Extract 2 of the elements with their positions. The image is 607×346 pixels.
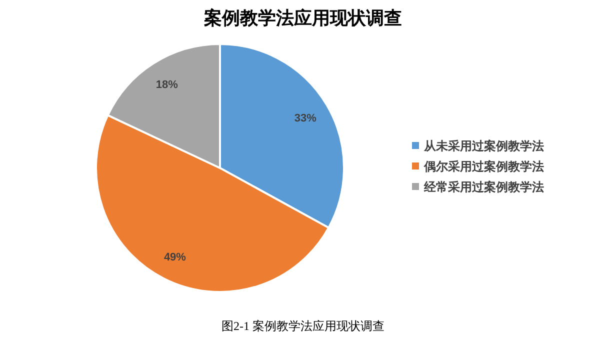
- annotation: 图2-1 案例教学法应用现状调查: [222, 319, 384, 333]
- title: 案例教学法应用现状调查: [204, 8, 402, 28]
